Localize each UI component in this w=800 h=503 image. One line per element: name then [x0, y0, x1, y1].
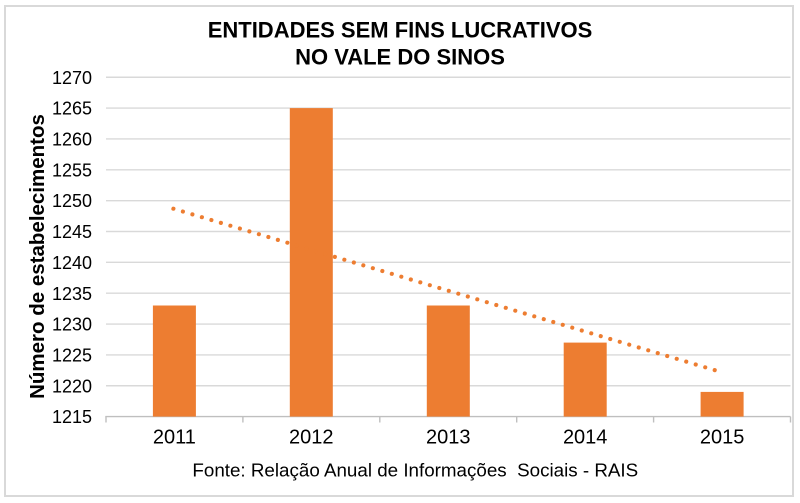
- svg-text:1265: 1265: [52, 99, 92, 119]
- svg-text:1230: 1230: [52, 315, 92, 335]
- svg-text:1250: 1250: [52, 191, 92, 211]
- svg-text:NO VALE DO SINOS: NO VALE DO SINOS: [295, 45, 505, 70]
- svg-text:1225: 1225: [52, 346, 92, 366]
- svg-text:1260: 1260: [52, 130, 92, 150]
- svg-text:ENTIDADES SEM FINS LUCRATIVOS: ENTIDADES SEM FINS LUCRATIVOS: [208, 18, 593, 43]
- svg-text:2013: 2013: [426, 427, 471, 449]
- svg-text:2015: 2015: [700, 427, 745, 449]
- svg-text:Número de estabelecimentos: Número de estabelecimentos: [26, 114, 49, 399]
- svg-text:1240: 1240: [52, 253, 92, 273]
- svg-text:1215: 1215: [52, 407, 92, 427]
- svg-text:1245: 1245: [52, 222, 92, 242]
- svg-text:1220: 1220: [52, 376, 92, 396]
- svg-text:1255: 1255: [52, 160, 92, 180]
- svg-text:2011: 2011: [153, 427, 196, 449]
- svg-text:1235: 1235: [52, 284, 92, 304]
- svg-text:1270: 1270: [52, 68, 92, 88]
- svg-text:2012: 2012: [289, 427, 334, 449]
- svg-text:2014: 2014: [563, 427, 608, 449]
- svg-text:Fonte: Relação Anual de Inform: Fonte: Relação Anual de Informações Soci…: [192, 459, 638, 480]
